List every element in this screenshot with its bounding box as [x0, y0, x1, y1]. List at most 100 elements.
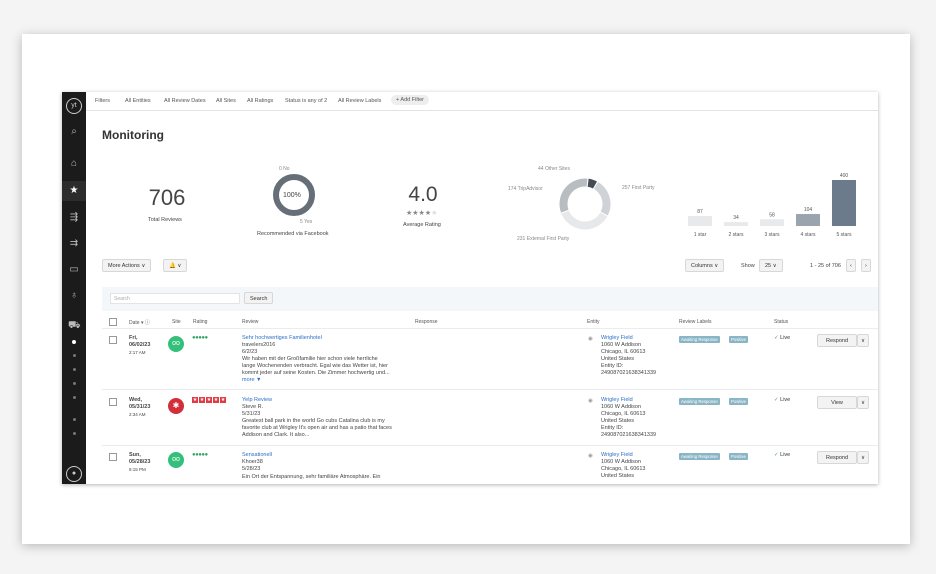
review-title-link[interactable]: Yelp Review [242, 397, 273, 403]
search-input[interactable]: Search [110, 293, 240, 304]
average-rating-stars: ★★★★★ [406, 210, 438, 217]
row-day: Fri, [129, 335, 138, 341]
label-awaiting-response[interactable]: Awaiting Response [679, 336, 720, 343]
entity-id-label: Entity ID: [601, 425, 624, 431]
bar-value-label: 58 [769, 212, 775, 218]
notifications-dropdown[interactable]: 🔔 ∨ [163, 259, 188, 272]
label-positive[interactable]: Positive [729, 336, 749, 343]
respond-button[interactable]: Respond [817, 334, 857, 347]
filter-bar: Filters All Entities All Review Dates Al… [86, 92, 878, 111]
bar-2-stars[interactable] [724, 222, 748, 226]
nav-dot[interactable] [73, 418, 76, 421]
entity-link[interactable]: Wrigley Field [601, 335, 633, 341]
bar-value-label: 104 [804, 207, 813, 213]
entity-city: Chicago, IL 60613 [601, 349, 646, 355]
location-pin-icon: ◉ [588, 453, 593, 459]
nav-dot[interactable] [73, 432, 76, 435]
location-pin-icon: ◉ [588, 336, 593, 342]
row-checkbox[interactable] [109, 453, 117, 461]
next-page-button[interactable]: › [861, 259, 871, 272]
entity-city: Chicago, IL 60613 [601, 411, 646, 417]
entity-id-value: 249087021638341339 [601, 432, 657, 438]
entity-link[interactable]: Wrigley Field [601, 452, 633, 458]
row-actions-dropdown[interactable]: ∨ [857, 334, 869, 347]
label-awaiting-response[interactable]: Awaiting Response [679, 453, 720, 460]
social-icon[interactable]: ▭ [69, 264, 79, 275]
filter-review-labels[interactable]: All Review Labels [338, 98, 382, 104]
prev-page-button[interactable]: ‹ [846, 259, 856, 272]
entity-id-label: Entity ID: [601, 363, 624, 369]
total-reviews-value: 706 [148, 185, 186, 210]
bar-category-label: 4 stars [800, 232, 816, 238]
bar-1-star[interactable] [688, 215, 712, 226]
location-pin-icon: ◉ [588, 398, 593, 404]
row-checkbox[interactable] [109, 336, 117, 344]
listings-icon[interactable]: ⇶ [69, 212, 79, 223]
nav-dot[interactable] [73, 382, 76, 385]
donut-slice-first-party [560, 209, 609, 231]
label-positive[interactable]: Positive [729, 453, 749, 460]
source-external-first-party: 231 External First Party [517, 236, 570, 242]
status-live: ✓ Live [774, 335, 791, 341]
brand-logo-icon[interactable]: yt [66, 98, 82, 114]
label-awaiting-response[interactable]: Awaiting Response [679, 398, 720, 405]
search-button[interactable]: Search [244, 292, 274, 304]
search-icon[interactable]: ⌕ [71, 126, 77, 137]
bar-category-label: 1 star [694, 232, 707, 238]
bar-4-stars[interactable] [796, 214, 820, 226]
entity-address: 1060 W Addison [601, 342, 642, 348]
account-icon[interactable]: ● [66, 466, 82, 482]
pages-icon[interactable]: ⇉ [69, 238, 79, 249]
home-icon[interactable]: ⌂ [70, 158, 78, 169]
bar-category-label: 5 stars [836, 232, 852, 238]
page-size-select[interactable]: 25 ∨ [759, 259, 783, 272]
rating-bubbles: ●●●●● [192, 452, 208, 458]
bar-3-stars[interactable] [760, 219, 784, 226]
recommended-no: 0 No [279, 166, 290, 172]
row-time: 8:15 PM [129, 467, 146, 472]
filter-review-dates[interactable]: All Review Dates [164, 98, 206, 104]
status-live: ✓ Live [774, 452, 791, 458]
review-title-link[interactable]: Sehr hochwertiges Familienhotel [242, 335, 322, 341]
review-more-link[interactable]: more ▼ [242, 377, 262, 383]
reviews-section-icon[interactable]: ⛟ [68, 320, 81, 331]
row-actions-dropdown[interactable]: ∨ [857, 451, 869, 464]
nav-dot[interactable] [73, 368, 76, 371]
header-date[interactable]: Date ▾ ⓘ [129, 320, 150, 326]
respond-button[interactable]: Respond [817, 451, 857, 464]
rating-stars: ★ ★ ★ ★ ★ [192, 397, 226, 403]
row-actions-dropdown[interactable]: ∨ [857, 396, 869, 409]
entity-address: 1060 W Addison [601, 459, 642, 465]
nav-dot-active[interactable] [72, 340, 76, 344]
bar-5-stars[interactable] [832, 180, 856, 226]
nav-dot[interactable] [73, 354, 76, 357]
header-status: Status [774, 319, 789, 325]
filter-ratings[interactable]: All Ratings [247, 98, 274, 104]
row-time: 2:17 AM [129, 350, 146, 355]
add-filter-button[interactable]: + Add Filter [391, 95, 429, 105]
insights-icon[interactable]: ♁ [70, 290, 78, 301]
recommended-percent: 100% [283, 192, 301, 199]
row-checkbox[interactable] [109, 398, 117, 406]
columns-dropdown[interactable]: Columns ∨ [685, 259, 725, 272]
page-title: Monitoring [102, 128, 164, 142]
select-all-checkbox[interactable] [109, 318, 117, 326]
review-title-link[interactable]: Sensationell [242, 452, 272, 458]
nav-dot[interactable] [73, 396, 76, 399]
filter-status[interactable]: Status is any of 2 [285, 98, 328, 104]
rating-distribution-chart: 87 1 star 34 2 stars 58 3 stars 104 4 stars 400 5… [688, 173, 856, 238]
more-actions-dropdown[interactable]: More Actions ∨ [102, 259, 152, 272]
view-button[interactable]: View [817, 396, 857, 409]
source-tripadvisor: 174 TripAdvisor [508, 186, 543, 192]
tripadvisor-icon: oo [168, 336, 184, 352]
label-positive[interactable]: Positive [729, 398, 749, 405]
header-response: Response [415, 319, 438, 325]
star-icon[interactable]: ★ [69, 185, 79, 196]
entity-link[interactable]: Wrigley Field [601, 397, 633, 403]
average-rating-value: 4.0 [408, 183, 438, 206]
filter-sites[interactable]: All Sites [216, 98, 236, 104]
header-entity: Entity [587, 319, 600, 325]
header-site: Site [172, 319, 181, 325]
row-date: 05/28/23 [129, 459, 151, 465]
filter-entities[interactable]: All Entities [125, 98, 151, 104]
